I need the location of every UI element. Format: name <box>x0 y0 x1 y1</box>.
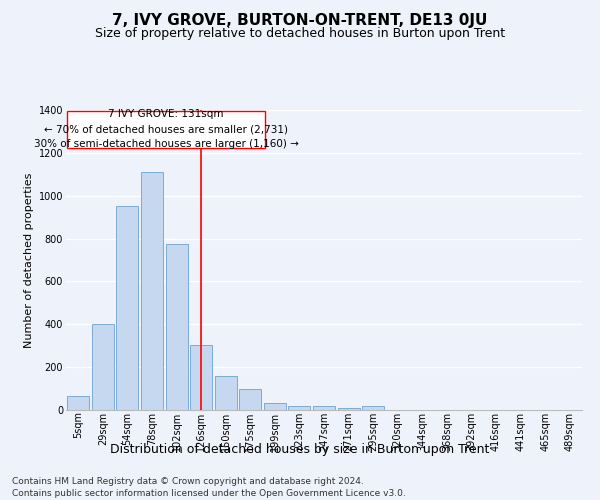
Text: Contains public sector information licensed under the Open Government Licence v3: Contains public sector information licen… <box>12 489 406 498</box>
Bar <box>166 244 188 410</box>
Text: Distribution of detached houses by size in Burton upon Trent: Distribution of detached houses by size … <box>110 442 490 456</box>
Text: Size of property relative to detached houses in Burton upon Trent: Size of property relative to detached ho… <box>95 28 505 40</box>
Bar <box>264 402 286 410</box>
Y-axis label: Number of detached properties: Number of detached properties <box>25 172 34 348</box>
Bar <box>362 406 384 410</box>
Bar <box>239 388 262 410</box>
Bar <box>92 324 114 410</box>
Bar <box>338 408 359 410</box>
Bar <box>67 396 89 410</box>
Bar <box>313 406 335 410</box>
Bar <box>116 206 139 410</box>
Bar <box>190 344 212 410</box>
Bar <box>141 172 163 410</box>
Text: 7, IVY GROVE, BURTON-ON-TRENT, DE13 0JU: 7, IVY GROVE, BURTON-ON-TRENT, DE13 0JU <box>112 12 488 28</box>
Text: Contains HM Land Registry data © Crown copyright and database right 2024.: Contains HM Land Registry data © Crown c… <box>12 478 364 486</box>
Bar <box>67 111 265 148</box>
Bar <box>215 376 237 410</box>
Bar <box>289 406 310 410</box>
Text: 7 IVY GROVE: 131sqm
← 70% of detached houses are smaller (2,731)
30% of semi-det: 7 IVY GROVE: 131sqm ← 70% of detached ho… <box>34 110 299 149</box>
